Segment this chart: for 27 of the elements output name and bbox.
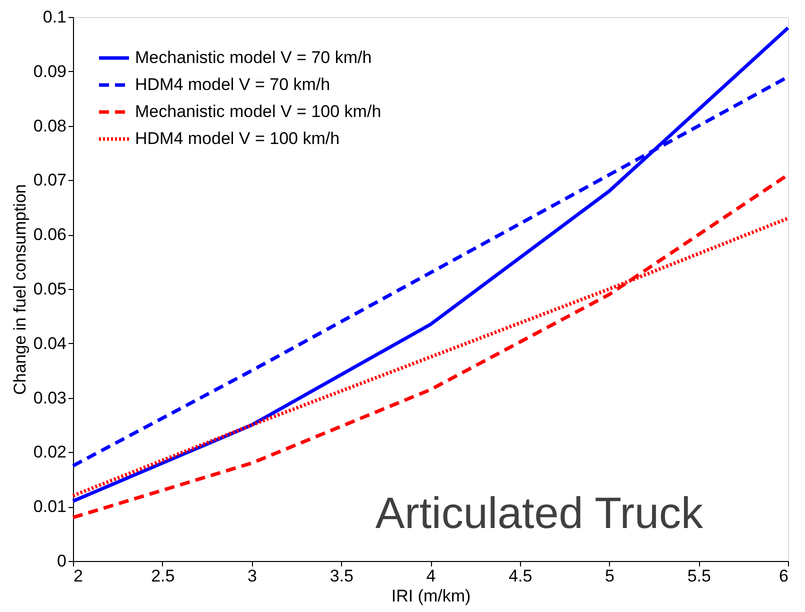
x-tick-label: 2 — [74, 566, 83, 586]
y-tick-label: 0.05 — [33, 280, 66, 298]
x-tick-label: 5.5 — [687, 566, 711, 586]
x-tick-label: 4.5 — [508, 566, 532, 586]
y-tick-label: 0.01 — [33, 497, 66, 516]
x-axis-title: IRI (m/km) — [391, 586, 471, 606]
annotation: Articulated Truck — [375, 489, 704, 538]
y-tick-label: 0.09 — [33, 62, 66, 81]
y-tick-label: 0.04 — [33, 334, 66, 353]
x-tick-label: 2.5 — [151, 566, 175, 586]
y-tick-label: 0.06 — [33, 225, 66, 244]
x-tick-label: 3 — [248, 566, 257, 586]
x-tick-label: 6 — [779, 566, 788, 586]
x-tick-label: 3.5 — [330, 566, 354, 586]
legend-label: HDM4 model V = 70 km/h — [135, 75, 330, 94]
y-tick-label: 0.1 — [42, 8, 66, 26]
y-tick-label: 0.08 — [33, 116, 66, 136]
y-tick-label: 0.02 — [33, 442, 66, 462]
y-tick-label: 0.03 — [33, 388, 66, 408]
legend-label: Mechanistic model V = 70 km/h — [135, 48, 372, 67]
y-axis-title: Change in fuel consumption — [10, 184, 30, 395]
legend-label: Mechanistic model V = 100 km/h — [135, 102, 382, 121]
legend-label: HDM4 model V = 100 km/h — [135, 129, 340, 148]
y-tick-label: 0.07 — [33, 170, 66, 190]
y-tick-label: 0 — [57, 552, 66, 570]
x-tick-label: 5 — [605, 566, 614, 586]
x-tick-label: 4 — [426, 566, 436, 586]
